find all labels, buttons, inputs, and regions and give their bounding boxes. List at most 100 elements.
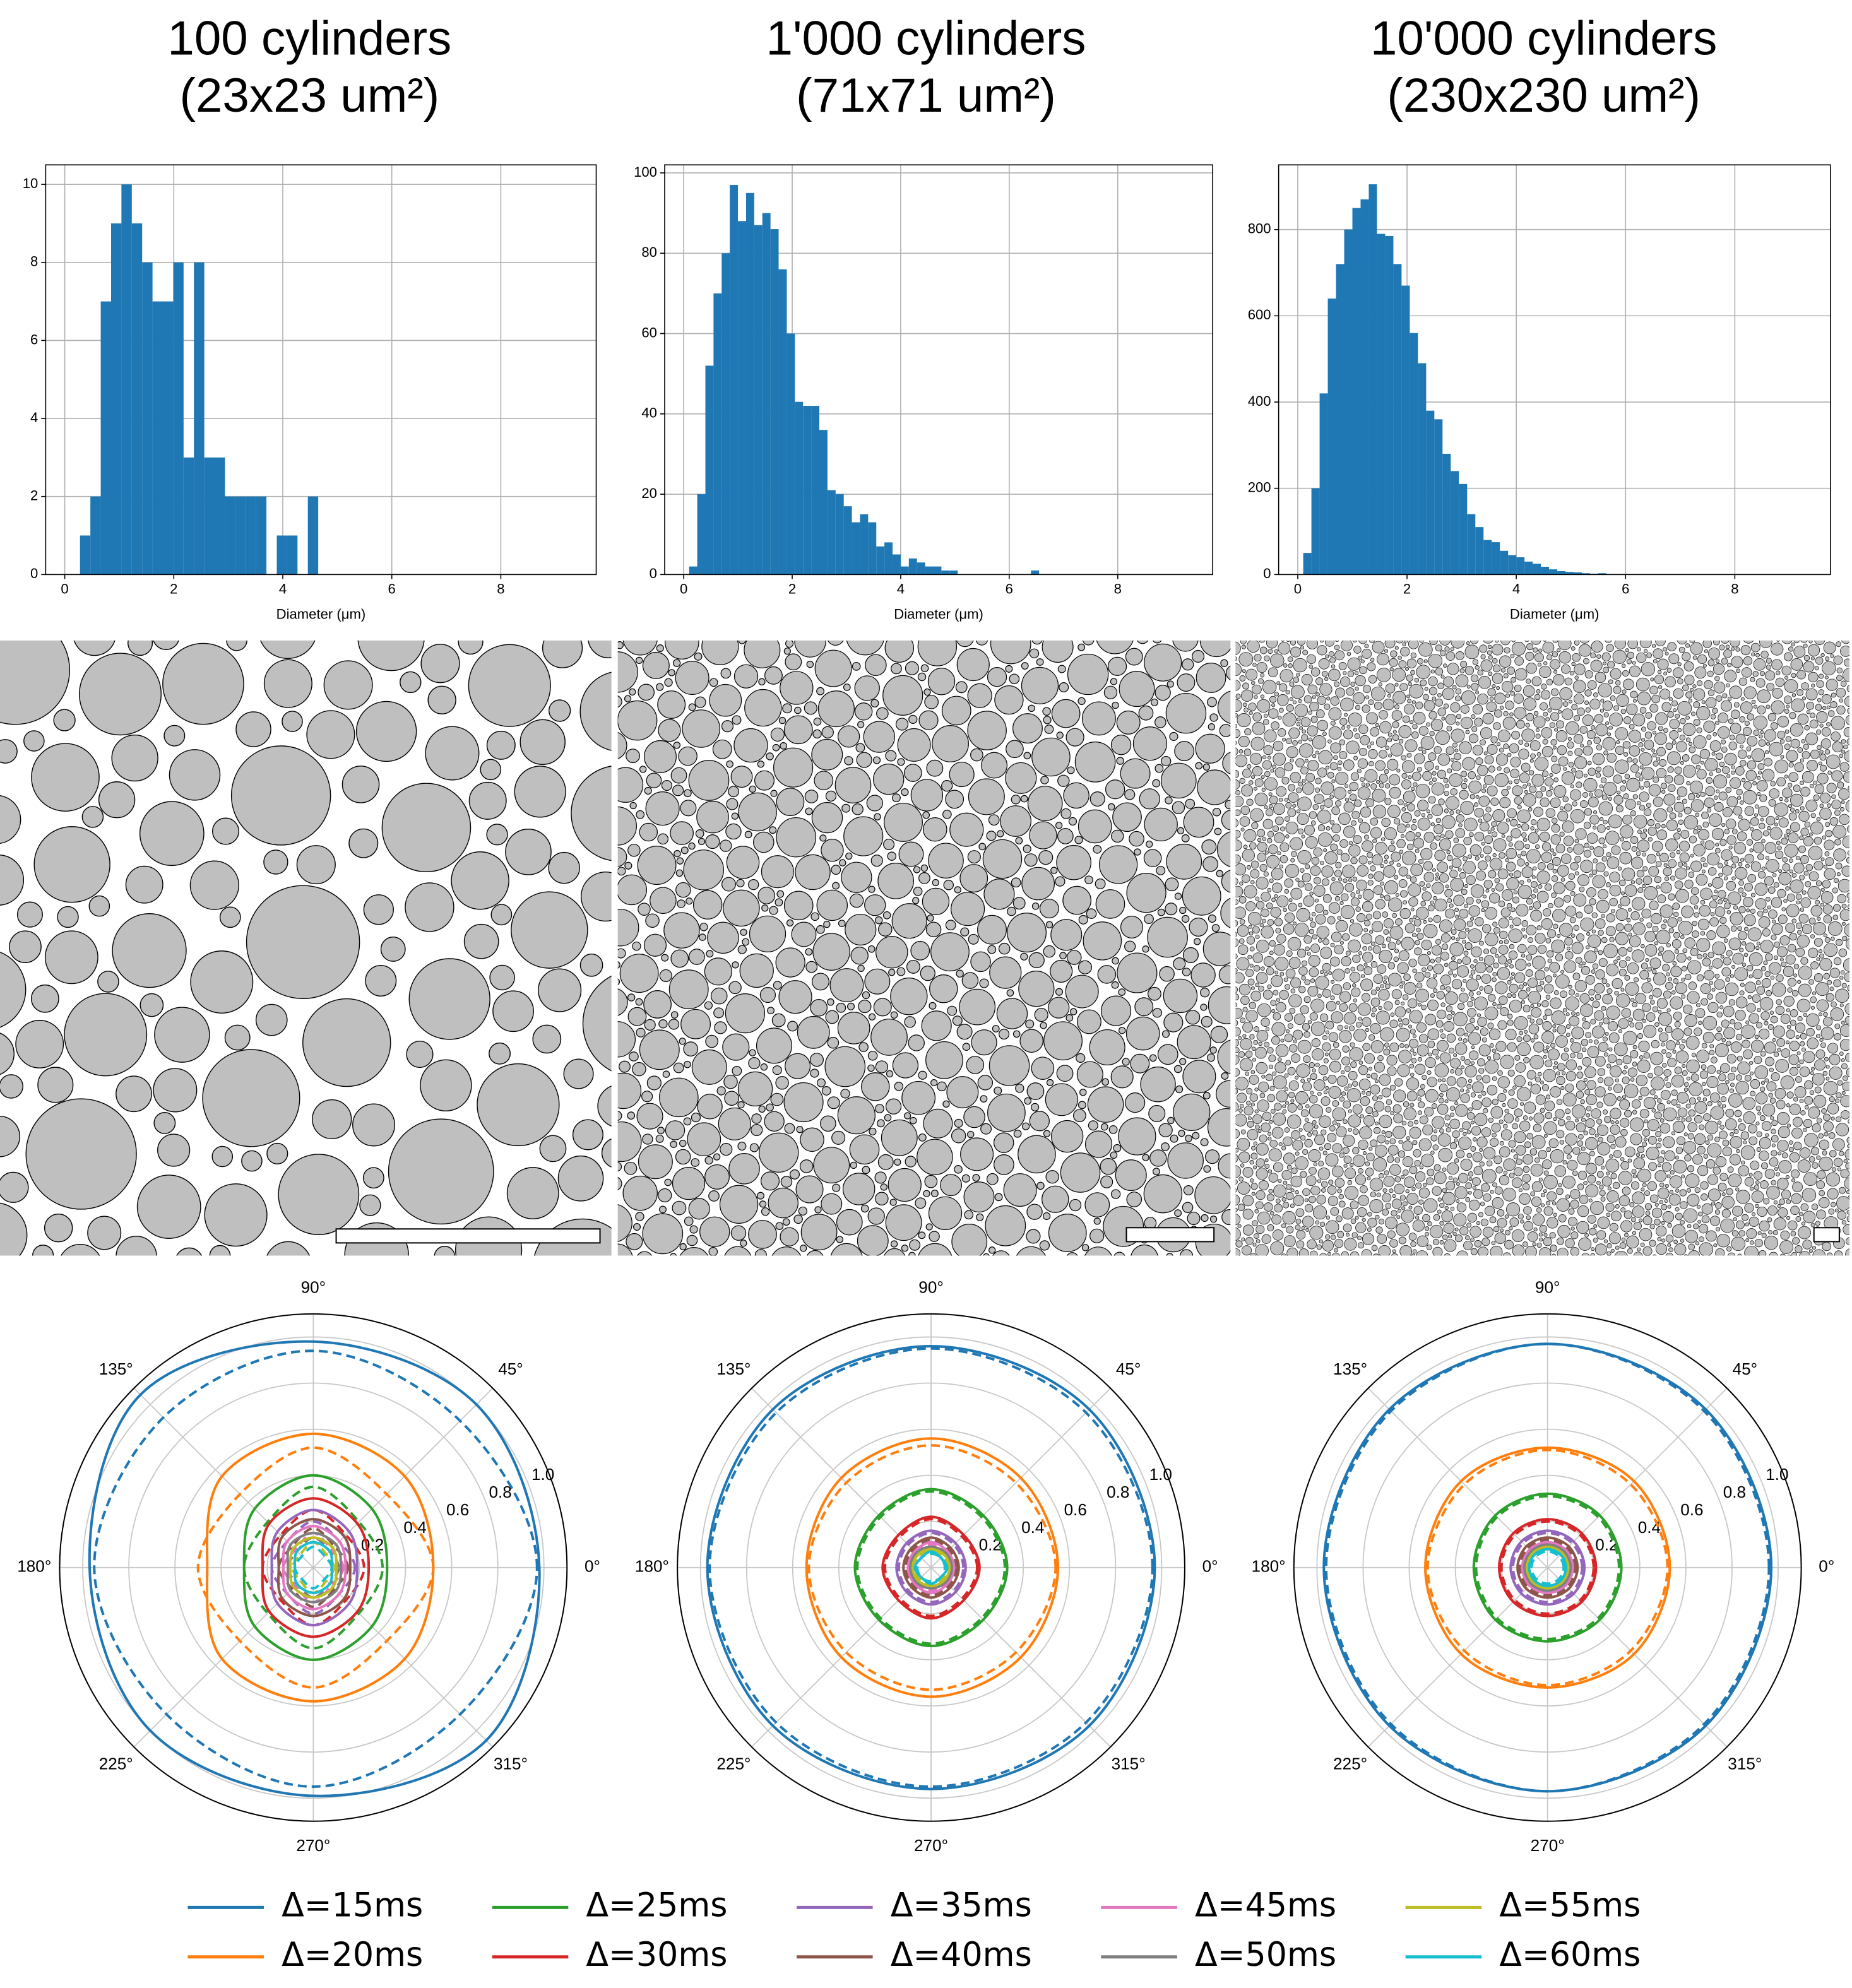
cylinder xyxy=(1691,754,1701,764)
cylinder xyxy=(1596,1230,1606,1240)
cylinder xyxy=(1674,949,1680,954)
cylinder xyxy=(1020,795,1028,803)
cylinder xyxy=(1292,1139,1303,1151)
cylinder xyxy=(1226,665,1231,680)
cylinder xyxy=(1269,795,1278,805)
cylinder xyxy=(1500,1055,1514,1069)
cylinder xyxy=(571,766,612,861)
cylinder xyxy=(1836,706,1846,715)
cylinder xyxy=(1636,801,1641,805)
cylinder xyxy=(1309,1094,1318,1104)
cylinder xyxy=(1365,1091,1371,1097)
cylinder xyxy=(420,1059,472,1112)
cylinder xyxy=(1822,835,1827,840)
cylinder xyxy=(1829,1066,1843,1080)
cylinder xyxy=(1507,666,1516,675)
cylinder xyxy=(1622,814,1632,825)
cylinder xyxy=(1086,908,1097,919)
cylinder xyxy=(1370,1084,1380,1095)
cylinder xyxy=(1310,865,1321,876)
cylinder xyxy=(1512,917,1521,926)
cylinder xyxy=(1771,1128,1776,1134)
cylinder xyxy=(1531,774,1545,787)
cylinder xyxy=(1584,1066,1596,1079)
cylinder xyxy=(1570,862,1579,871)
cylinder xyxy=(1309,701,1319,712)
cylinder xyxy=(1516,719,1525,729)
cylinder xyxy=(1298,986,1306,993)
cylinder xyxy=(1531,640,1541,645)
cylinder xyxy=(800,1245,807,1252)
cylinder xyxy=(1360,1096,1370,1106)
cylinder xyxy=(1620,1161,1630,1170)
cylinder xyxy=(1011,877,1021,888)
cylinder xyxy=(1428,796,1436,804)
cylinder xyxy=(1422,1214,1430,1222)
cylinder xyxy=(1732,1205,1743,1217)
cylinder xyxy=(1422,891,1432,901)
cylinder xyxy=(1726,950,1733,957)
cylinder xyxy=(1542,842,1552,851)
cylinder xyxy=(1699,1242,1714,1256)
cylinder xyxy=(728,1153,760,1185)
cylinder xyxy=(1372,839,1377,844)
cylinder xyxy=(1524,1246,1537,1256)
cylinder xyxy=(1505,818,1511,822)
cylinder xyxy=(1673,1011,1682,1021)
cylinder xyxy=(1356,913,1366,923)
cylinder xyxy=(1305,836,1318,849)
cylinder xyxy=(1057,774,1070,788)
column-subtitle: (71x71 um²) xyxy=(796,69,1056,122)
cylinder xyxy=(1407,699,1412,704)
cylinder xyxy=(1446,1076,1456,1086)
cylinder xyxy=(0,1202,28,1256)
cylinder xyxy=(1187,1212,1201,1226)
cylinder xyxy=(1579,886,1585,892)
cylinder xyxy=(1528,832,1540,844)
cylinder xyxy=(1370,827,1382,839)
cylinder xyxy=(1242,682,1250,690)
cylinder xyxy=(1255,1239,1261,1244)
cylinder xyxy=(1339,739,1345,745)
cylinder xyxy=(1447,663,1459,675)
cylinder xyxy=(1754,882,1768,896)
cylinder xyxy=(1717,1120,1722,1125)
cylinder xyxy=(1674,880,1683,889)
cylinder xyxy=(1608,1021,1618,1031)
cylinder xyxy=(1397,1064,1410,1077)
cylinder xyxy=(1568,1217,1577,1227)
cylinder xyxy=(1156,865,1166,875)
cylinder xyxy=(1675,1212,1683,1221)
cylinder xyxy=(1705,786,1715,796)
cylinder xyxy=(1841,903,1847,909)
cylinder xyxy=(1827,921,1843,936)
cylinder xyxy=(1512,1086,1517,1090)
cylinder xyxy=(1390,743,1404,757)
cylinder xyxy=(840,1089,850,1099)
cylinder xyxy=(1771,982,1786,997)
cylinder xyxy=(1492,921,1498,927)
cylinder xyxy=(1509,872,1514,877)
cylinder xyxy=(1586,1163,1597,1174)
cylinder xyxy=(1408,1121,1414,1127)
cylinder xyxy=(31,984,59,1013)
cylinder xyxy=(1336,849,1343,856)
cylinder xyxy=(1308,711,1312,715)
cylinder xyxy=(1721,1195,1735,1209)
cylinder xyxy=(1492,809,1505,822)
cylinder xyxy=(1250,1253,1256,1256)
cylinder xyxy=(1684,879,1694,889)
cylinder xyxy=(1621,1238,1626,1242)
cylinder xyxy=(1748,1216,1759,1227)
cylinder xyxy=(1439,1092,1444,1098)
cylinder xyxy=(1067,653,1109,695)
cylinder xyxy=(1622,1031,1637,1046)
cylinder xyxy=(1465,1182,1473,1190)
cylinder xyxy=(1795,808,1800,814)
cylinder xyxy=(1742,1097,1756,1110)
cylinder xyxy=(728,786,740,798)
cylinder xyxy=(1110,678,1118,685)
cylinder xyxy=(1683,1087,1689,1092)
cylinder xyxy=(1790,1019,1796,1026)
cylinder xyxy=(617,1021,636,1058)
